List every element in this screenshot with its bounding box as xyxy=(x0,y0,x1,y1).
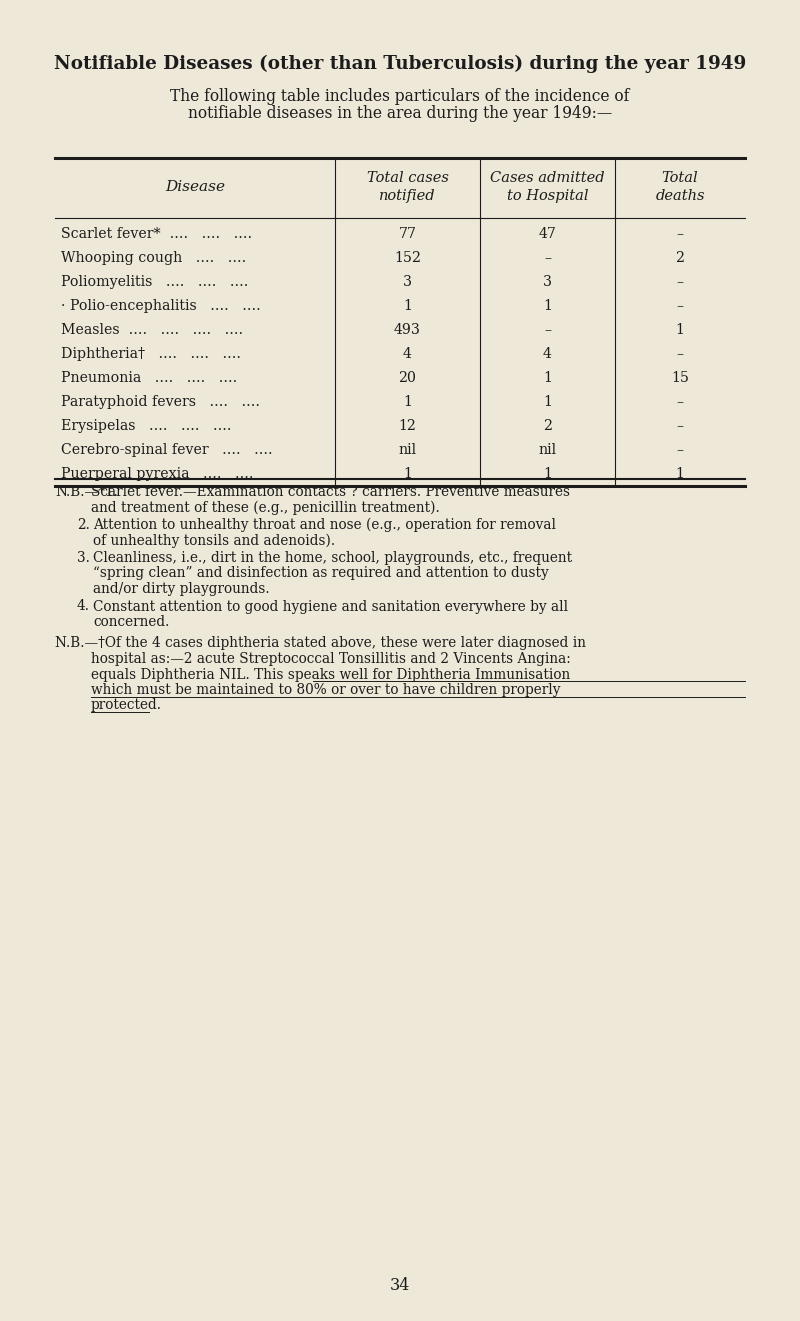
Text: 12: 12 xyxy=(398,419,417,433)
Text: 1: 1 xyxy=(543,299,552,313)
Text: 47: 47 xyxy=(538,227,557,240)
Text: 2: 2 xyxy=(543,419,552,433)
Text: protected.: protected. xyxy=(91,699,162,712)
Text: 3: 3 xyxy=(543,275,552,289)
Text: Pneumonia   ....   ....   ....: Pneumonia .... .... .... xyxy=(61,371,238,384)
Text: Poliomyelitis   ....   ....   ....: Poliomyelitis .... .... .... xyxy=(61,275,248,289)
Text: 1: 1 xyxy=(543,371,552,384)
Text: Measles  ....   ....   ....   ....: Measles .... .... .... .... xyxy=(61,324,243,337)
Text: –: – xyxy=(677,443,683,457)
Text: Erysipelas   ....   ....   ....: Erysipelas .... .... .... xyxy=(61,419,231,433)
Text: nil: nil xyxy=(538,443,557,457)
Text: which must be maintained to 80% or over to have children properly: which must be maintained to 80% or over … xyxy=(91,683,561,697)
Text: –: – xyxy=(544,324,551,337)
Text: 1: 1 xyxy=(675,324,685,337)
Text: Scarlet fever.—Examination contacts ? carriers. Preventive measures: Scarlet fever.—Examination contacts ? ca… xyxy=(91,485,570,499)
Text: 3: 3 xyxy=(403,275,412,289)
Text: and/or dirty playgrounds.: and/or dirty playgrounds. xyxy=(93,583,270,596)
Text: of unhealthy tonsils and adenoids).: of unhealthy tonsils and adenoids). xyxy=(93,534,335,548)
Text: 2.: 2. xyxy=(77,518,90,532)
Text: –: – xyxy=(677,275,683,289)
Text: Cerebro-spinal fever   ....   ....: Cerebro-spinal fever .... .... xyxy=(61,443,273,457)
Text: The following table includes particulars of the incidence of: The following table includes particulars… xyxy=(170,89,630,104)
Text: –: – xyxy=(677,299,683,313)
Text: Cleanliness, i.e., dirt in the home, school, playgrounds, etc., frequent: Cleanliness, i.e., dirt in the home, sch… xyxy=(93,551,572,565)
Text: 1: 1 xyxy=(543,395,552,410)
Text: –: – xyxy=(677,227,683,240)
Text: N.B.—†Of the 4 cases diphtheria stated above, these were later diagnosed in: N.B.—†Of the 4 cases diphtheria stated a… xyxy=(55,637,586,650)
Text: –: – xyxy=(677,347,683,361)
Text: 4.: 4. xyxy=(77,600,90,613)
Text: Diphtheria†   ....   ....   ....: Diphtheria† .... .... .... xyxy=(61,347,241,361)
Text: Whooping cough   ....   ....: Whooping cough .... .... xyxy=(61,251,246,266)
Text: Total cases
notified: Total cases notified xyxy=(366,172,449,203)
Text: Puerperal pyrexia   ....   ....: Puerperal pyrexia .... .... xyxy=(61,468,254,481)
Text: 15: 15 xyxy=(671,371,689,384)
Text: “spring clean” and disinfection as required and attention to dusty: “spring clean” and disinfection as requi… xyxy=(93,567,549,580)
Text: 493: 493 xyxy=(394,324,421,337)
Text: –: – xyxy=(544,251,551,266)
Text: and treatment of these (e.g., penicillin treatment).: and treatment of these (e.g., penicillin… xyxy=(91,501,440,515)
Text: Disease: Disease xyxy=(165,180,225,194)
Text: concerned.: concerned. xyxy=(93,616,170,629)
Text: Attention to unhealthy throat and nose (e.g., operation for removal: Attention to unhealthy throat and nose (… xyxy=(93,518,556,532)
Text: –: – xyxy=(677,419,683,433)
Text: 4: 4 xyxy=(403,347,412,361)
Text: Cases admitted
to Hospital: Cases admitted to Hospital xyxy=(490,172,605,203)
Text: Total
deaths: Total deaths xyxy=(655,172,705,203)
Text: 1: 1 xyxy=(675,468,685,481)
Text: 20: 20 xyxy=(398,371,417,384)
Text: 4: 4 xyxy=(543,347,552,361)
Text: 34: 34 xyxy=(390,1276,410,1293)
Text: nil: nil xyxy=(398,443,417,457)
Text: Notifiable Diseases (other than Tuberculosis) during the year 1949: Notifiable Diseases (other than Tubercul… xyxy=(54,55,746,73)
Text: 1: 1 xyxy=(403,468,412,481)
Text: N.B.—*1.: N.B.—*1. xyxy=(55,485,118,499)
Text: Scarlet fever*  ....   ....   ....: Scarlet fever* .... .... .... xyxy=(61,227,252,240)
Text: 3.: 3. xyxy=(77,551,90,565)
Text: 1: 1 xyxy=(403,299,412,313)
Text: equals Diphtheria NIL. This speaks well for Diphtheria Immunisation: equals Diphtheria NIL. This speaks well … xyxy=(91,667,570,682)
Text: hospital as:—2 acute Streptococcal Tonsillitis and 2 Vincents Angina:: hospital as:—2 acute Streptococcal Tonsi… xyxy=(91,653,570,666)
Text: 77: 77 xyxy=(398,227,417,240)
Text: 1: 1 xyxy=(403,395,412,410)
Text: –: – xyxy=(677,395,683,410)
Text: 1: 1 xyxy=(543,468,552,481)
Text: 2: 2 xyxy=(675,251,685,266)
Text: Constant attention to good hygiene and sanitation everywhere by all: Constant attention to good hygiene and s… xyxy=(93,600,568,613)
Text: · Polio-encephalitis   ....   ....: · Polio-encephalitis .... .... xyxy=(61,299,261,313)
Text: Paratyphoid fevers   ....   ....: Paratyphoid fevers .... .... xyxy=(61,395,260,410)
Text: 152: 152 xyxy=(394,251,421,266)
Text: notifiable diseases in the area during the year 1949:—: notifiable diseases in the area during t… xyxy=(188,104,612,122)
